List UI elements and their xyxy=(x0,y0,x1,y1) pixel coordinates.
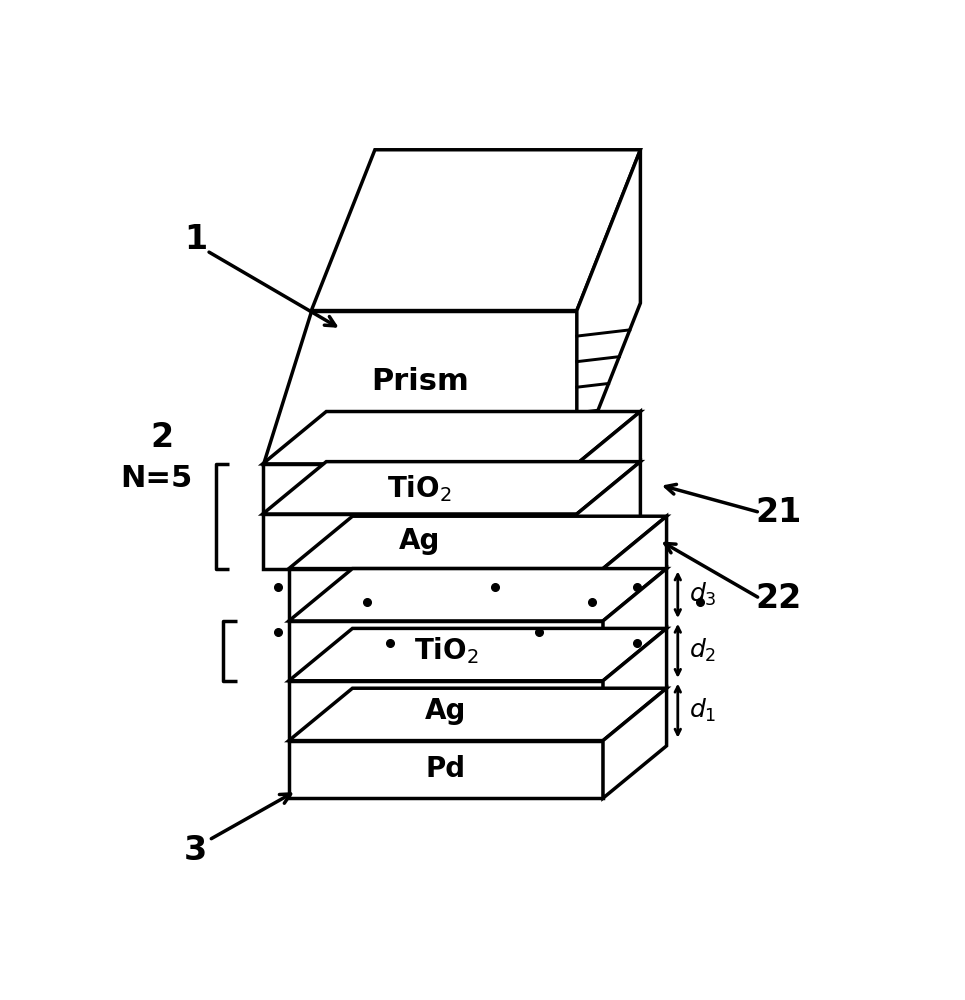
Polygon shape xyxy=(577,412,641,514)
Polygon shape xyxy=(289,569,603,621)
Polygon shape xyxy=(289,741,603,798)
Polygon shape xyxy=(262,514,577,569)
Polygon shape xyxy=(289,688,667,741)
Polygon shape xyxy=(577,150,641,464)
Text: 2: 2 xyxy=(151,421,174,454)
Text: Prism: Prism xyxy=(371,367,469,396)
Text: 22: 22 xyxy=(756,582,802,615)
Polygon shape xyxy=(262,462,641,514)
Polygon shape xyxy=(262,412,641,464)
Text: 21: 21 xyxy=(756,496,802,529)
Text: $d_1$: $d_1$ xyxy=(689,697,716,724)
Text: TiO$_2$: TiO$_2$ xyxy=(414,635,479,666)
Text: $d_2$: $d_2$ xyxy=(689,637,716,664)
Polygon shape xyxy=(312,150,641,311)
Text: Ag: Ag xyxy=(400,527,440,555)
Polygon shape xyxy=(603,628,667,741)
Polygon shape xyxy=(289,681,603,741)
Polygon shape xyxy=(289,516,667,569)
Polygon shape xyxy=(603,569,667,681)
Polygon shape xyxy=(603,688,667,798)
Text: 1: 1 xyxy=(184,223,207,256)
Polygon shape xyxy=(289,569,667,621)
Text: Pd: Pd xyxy=(426,755,466,783)
Polygon shape xyxy=(289,628,667,681)
Text: $d_3$: $d_3$ xyxy=(689,581,717,608)
Polygon shape xyxy=(289,621,603,681)
Text: Ag: Ag xyxy=(426,697,467,725)
Text: N=5: N=5 xyxy=(121,464,193,493)
Text: 3: 3 xyxy=(183,834,207,867)
Polygon shape xyxy=(577,462,641,569)
Polygon shape xyxy=(262,464,577,514)
Polygon shape xyxy=(262,311,577,464)
Text: TiO$_2$: TiO$_2$ xyxy=(387,474,453,504)
Polygon shape xyxy=(603,516,667,621)
